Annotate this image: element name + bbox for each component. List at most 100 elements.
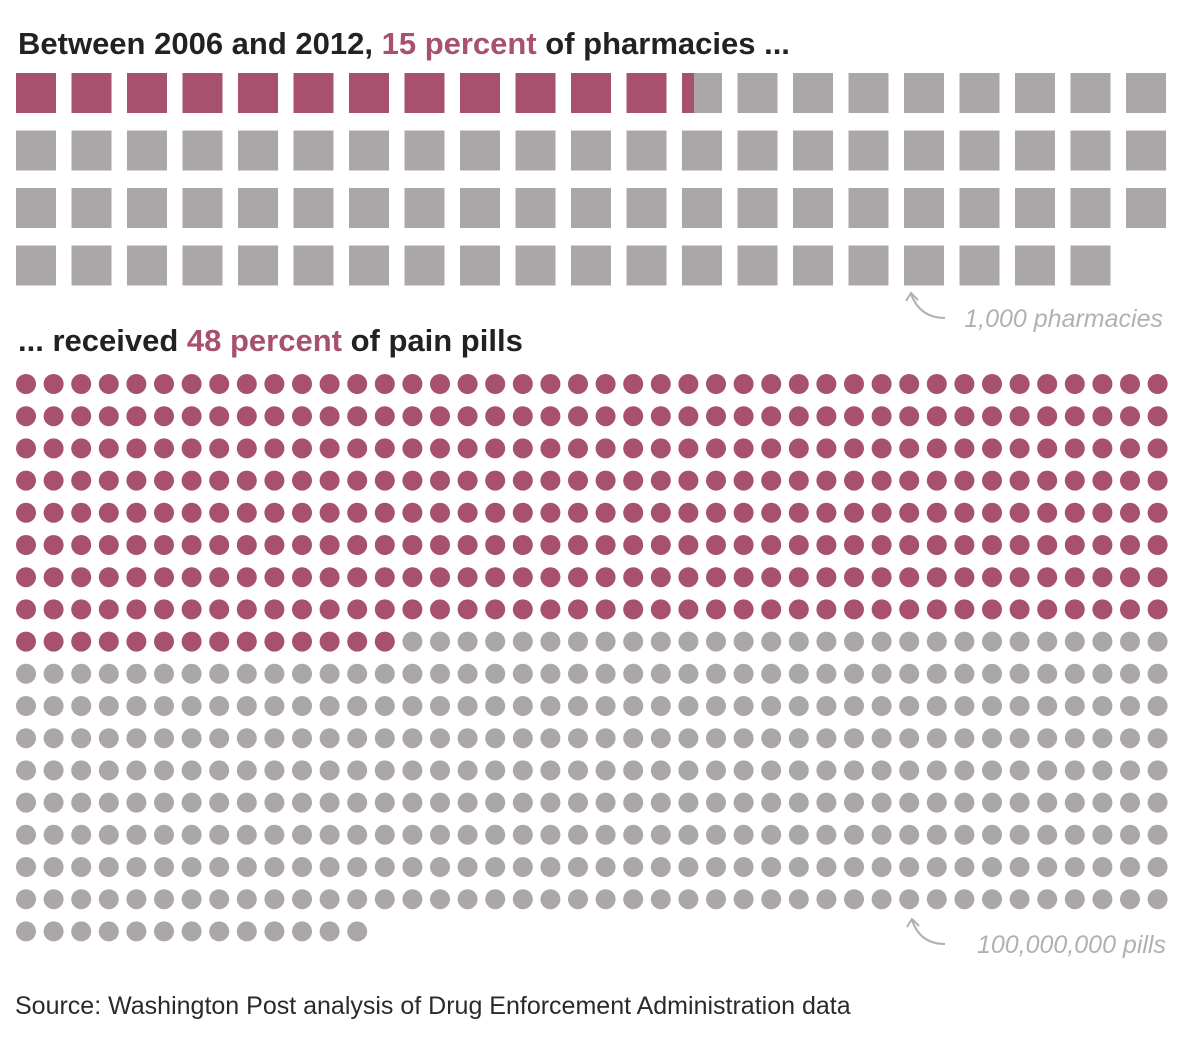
pill-circle [181, 374, 202, 394]
pill-circle [319, 438, 340, 459]
pill-circle [678, 470, 699, 491]
pill-circle [788, 889, 809, 910]
pharmacy-square [515, 188, 556, 228]
pill-circle [181, 502, 202, 523]
pill-circle [954, 567, 975, 588]
pill-circle [98, 502, 119, 523]
pill-circle [650, 824, 671, 845]
pharmacy-square [238, 130, 278, 171]
pharmacy-square-fill [1070, 130, 1111, 171]
pill-circle [1037, 728, 1058, 749]
pill-circle [1037, 824, 1058, 845]
pill-circle [374, 470, 395, 491]
pharmacy-square-fill [737, 130, 778, 171]
pharmacy-square [1126, 130, 1166, 171]
pharmacy-square [71, 130, 112, 171]
pill-circle [209, 374, 230, 394]
pill-circle [1120, 824, 1140, 845]
pharmacy-square-fill [71, 245, 112, 286]
pill-circle [374, 663, 395, 684]
pill-circle [733, 406, 754, 427]
pharmacy-square-fill [460, 245, 500, 286]
pill-circle [623, 470, 644, 491]
pill-circle [761, 599, 782, 620]
pharmacy-square-fill [293, 245, 334, 286]
pill-circle [844, 889, 864, 910]
pharmacy-square [404, 188, 445, 228]
pill-circle [761, 438, 782, 459]
pill-circle [98, 470, 119, 491]
pill-circle [982, 406, 1002, 427]
pill-circle [623, 567, 644, 588]
pill-circle [236, 374, 257, 394]
pill-circle [292, 631, 312, 652]
pill-circle [402, 663, 423, 684]
pill-circle [844, 374, 864, 394]
pill-circle [457, 502, 478, 523]
pill-circle [126, 535, 147, 555]
pill-circle [319, 567, 340, 588]
pill-circle [982, 792, 1002, 813]
pill-circle [71, 857, 92, 877]
pill-circle [871, 406, 892, 427]
pill-circle [71, 374, 92, 394]
pill-circle [209, 535, 230, 555]
pill-circle [43, 438, 64, 459]
pill-circle [1009, 502, 1030, 523]
pill-circle [623, 631, 644, 652]
pharmacy-square [349, 245, 389, 286]
pill-circle [16, 728, 36, 749]
pill-circle [154, 567, 174, 588]
pill-circle [761, 792, 782, 813]
pill-circle [844, 760, 864, 781]
pill-circle [650, 696, 671, 716]
pill-circle [761, 824, 782, 845]
pill-circle [595, 663, 616, 684]
pill-circle [650, 470, 671, 491]
legend-pharmacy-unit-label: 1,000 pharmacies [964, 305, 1163, 333]
pill-circle [319, 599, 340, 620]
pill-circle [209, 824, 230, 845]
pill-circle [236, 696, 257, 716]
pill-circle [1120, 535, 1140, 555]
pill-circle [1009, 857, 1030, 877]
pill-circle [871, 374, 892, 394]
pharmacy-square-fill [16, 245, 56, 286]
pill-circle [264, 438, 285, 459]
pill-circle [706, 406, 726, 427]
pill-circle [899, 374, 920, 394]
pill-circle [706, 857, 726, 877]
pill-circle [71, 502, 92, 523]
pill-circle [181, 438, 202, 459]
pharmacy-square [404, 130, 445, 171]
pill-circle [899, 631, 920, 652]
pill-circle [457, 599, 478, 620]
pill-circle [347, 921, 368, 942]
pill-circle [512, 857, 533, 877]
pill-circle [1064, 889, 1085, 910]
pharmacy-square [404, 245, 445, 286]
pharmacy-square [682, 130, 722, 171]
pharmacy-square [515, 73, 556, 113]
pill-circle [844, 599, 864, 620]
pill-circle [816, 470, 837, 491]
pill-circle [1092, 406, 1113, 427]
pill-circle [623, 824, 644, 845]
pill-circle [926, 631, 947, 652]
pill-circle [374, 502, 395, 523]
pill-circle [1037, 567, 1058, 588]
pill-circle [926, 438, 947, 459]
pill-circle [1064, 792, 1085, 813]
pill-circle [678, 760, 699, 781]
pill-circle [678, 567, 699, 588]
pharmacy-square-fill [904, 245, 944, 286]
pill-circle [126, 374, 147, 394]
pill-circle [236, 438, 257, 459]
pill-circle [1120, 502, 1140, 523]
pill-circle [98, 728, 119, 749]
pill-circle [788, 696, 809, 716]
pill-circle [98, 792, 119, 813]
pill-circle [126, 857, 147, 877]
pill-circle [871, 663, 892, 684]
pill-circle [982, 728, 1002, 749]
